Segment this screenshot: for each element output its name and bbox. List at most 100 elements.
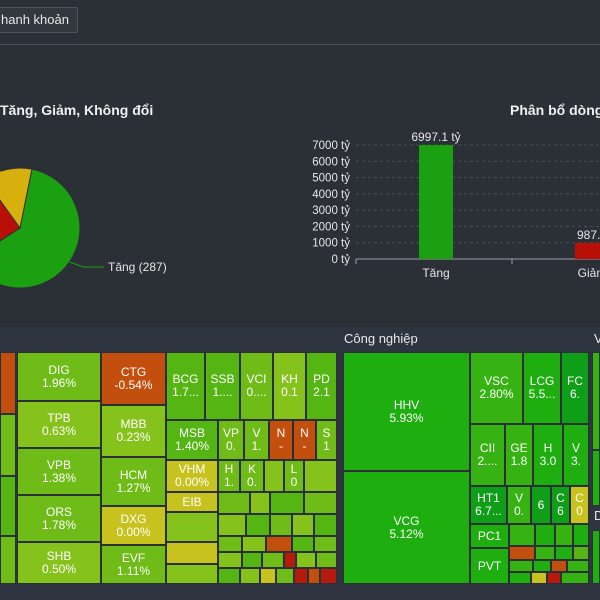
- stock-tile-shb[interactable]: SHB 0.50%: [17, 542, 101, 584]
- stock-tile-ind-small-5[interactable]: [509, 546, 535, 560]
- stock-tile-msb[interactable]: MSB 1.40%: [166, 420, 218, 460]
- stock-tile-dig[interactable]: DIG 1.96%: [17, 352, 101, 401]
- tile-edge-4[interactable]: [0, 536, 16, 584]
- stock-tile-small-16[interactable]: [292, 536, 314, 552]
- stock-tile-small-14[interactable]: [242, 536, 266, 552]
- stock-tile-small-11[interactable]: [292, 514, 314, 536]
- stock-tile-ind-small-11[interactable]: [551, 560, 567, 572]
- pie-slice-2[interactable]: [0, 167, 33, 230]
- stock-tile-small-4[interactable]: [218, 492, 250, 514]
- stock-tile-small-6[interactable]: [270, 492, 304, 514]
- pie-slice-0[interactable]: [0, 168, 81, 289]
- stock-tile-pad2[interactable]: [304, 460, 337, 492]
- stock-tile-small-1[interactable]: [166, 512, 218, 542]
- stock-tile-small-13[interactable]: [218, 536, 242, 552]
- stock-tile-hhv[interactable]: HHV 5.93%: [343, 352, 470, 471]
- tile-edge-2[interactable]: [0, 414, 16, 476]
- stock-tile-eib[interactable]: EIB: [166, 492, 218, 512]
- stock-tile-k[interactable]: K 0.: [240, 460, 264, 492]
- stock-tile-ors[interactable]: ORS 1.78%: [17, 495, 101, 542]
- stock-tile-ind-small-2[interactable]: [535, 524, 555, 546]
- stock-tile-small-9[interactable]: [246, 514, 270, 536]
- stock-tile-pad1[interactable]: [264, 460, 284, 492]
- stock-tile-ind-small-16[interactable]: [561, 572, 589, 584]
- stock-tile-small-3[interactable]: [166, 564, 218, 584]
- stock-tile-ctg[interactable]: CTG -0.54%: [101, 352, 166, 405]
- tile-edge-1[interactable]: [0, 352, 16, 414]
- stock-tile-ind-small-6[interactable]: [535, 546, 555, 560]
- stock-tile-bcg[interactable]: BCG 1.7...: [166, 352, 205, 420]
- stock-tile-pd[interactable]: PD 2.1: [306, 352, 337, 420]
- stock-tile-kh[interactable]: KH 0.1: [273, 352, 306, 420]
- stock-tile-small-17[interactable]: [314, 536, 337, 552]
- stock-tile-vci[interactable]: VCI 0....: [240, 352, 273, 420]
- tile-edge-3[interactable]: [0, 476, 16, 536]
- edge-tile-1[interactable]: [592, 352, 600, 450]
- stock-tile-mbb[interactable]: MBB 0.23%: [101, 405, 166, 457]
- stock-tile-small-24[interactable]: [218, 568, 240, 584]
- stock-tile-small-7[interactable]: [304, 492, 337, 514]
- stock-tile-h-ind[interactable]: H 3.0: [533, 424, 563, 486]
- bar-0[interactable]: [419, 145, 453, 259]
- liquidity-tab-button[interactable]: hanh khoản: [0, 7, 78, 33]
- stock-tile-ind-small-15[interactable]: [547, 572, 561, 584]
- stock-tile-vp[interactable]: VP 0.: [218, 420, 244, 460]
- stock-tile-cii[interactable]: CII 2....: [470, 424, 505, 486]
- stock-tile-vsc[interactable]: VSC 2.80%: [470, 352, 523, 424]
- stock-tile-vhm[interactable]: VHM 0.00%: [166, 460, 218, 492]
- stock-tile-tpb[interactable]: TPB 0.63%: [17, 401, 101, 448]
- stock-tile-small-10[interactable]: [270, 514, 292, 536]
- stock-tile-ind-small-10[interactable]: [533, 560, 551, 572]
- stock-tile-h[interactable]: H 1.: [218, 460, 240, 492]
- pie-slice-1[interactable]: [0, 179, 21, 260]
- stock-tile-small-30[interactable]: [320, 568, 337, 584]
- stock-tile-vpb[interactable]: VPB 1.38%: [17, 448, 101, 495]
- edge-tile-2[interactable]: [592, 450, 600, 506]
- stock-tile-ind-small-9[interactable]: [509, 560, 533, 572]
- edge-tile-3[interactable]: [592, 530, 600, 584]
- stock-tile-pvt[interactable]: PVT: [470, 548, 509, 584]
- stock-tile-evf[interactable]: EVF 1.11%: [101, 545, 166, 584]
- stock-tile-small-29[interactable]: [308, 568, 320, 584]
- stock-tile-fc[interactable]: FC 6.: [561, 352, 589, 424]
- stock-tile-ind-small-3[interactable]: [555, 524, 573, 546]
- stock-tile-vcg[interactable]: VCG 5.12%: [343, 471, 470, 584]
- stock-tile-v-ind[interactable]: V 3.: [563, 424, 589, 486]
- stock-tile-small-22[interactable]: [296, 552, 316, 568]
- stock-tile-ind-small-1[interactable]: [509, 524, 535, 546]
- stock-tile-small-5[interactable]: [250, 492, 270, 514]
- stock-tile-ind-small-7[interactable]: [555, 546, 573, 560]
- stock-tile-ind-small-4[interactable]: [573, 524, 589, 546]
- stock-tile-small-27[interactable]: [276, 568, 294, 584]
- stock-tile-small-23[interactable]: [316, 552, 337, 568]
- stock-tile-ind-small-13[interactable]: [509, 572, 531, 584]
- stock-tile-v[interactable]: V 1.: [244, 420, 269, 460]
- stock-tile-small-15[interactable]: [266, 536, 292, 552]
- stock-tile-n2[interactable]: N-: [293, 420, 316, 460]
- stock-tile-small-19[interactable]: [242, 552, 262, 568]
- stock-tile-ind-small-8[interactable]: [573, 546, 589, 560]
- stock-tile-lcg[interactable]: LCG 5.5...: [523, 352, 561, 424]
- bar-1[interactable]: [575, 242, 600, 259]
- stock-tile-ind-small-12[interactable]: [567, 560, 589, 572]
- stock-tile-hcm[interactable]: HCM 1.27%: [101, 457, 166, 506]
- stock-tile-ind-small-14[interactable]: [531, 572, 547, 584]
- stock-tile-small-28[interactable]: [294, 568, 308, 584]
- stock-tile-small-25[interactable]: [240, 568, 260, 584]
- stock-tile-small-12[interactable]: [314, 514, 337, 536]
- stock-tile-pc1[interactable]: PC1: [470, 524, 509, 548]
- stock-tile-dxg[interactable]: DXG 0.00%: [101, 506, 166, 545]
- stock-tile-small-26[interactable]: [260, 568, 276, 584]
- stock-tile-small-2[interactable]: [166, 542, 218, 564]
- stock-tile-6[interactable]: 6: [531, 486, 551, 524]
- stock-tile-ht1[interactable]: HT1 6.7...: [470, 486, 507, 524]
- stock-tile-n1[interactable]: N-: [269, 420, 293, 460]
- stock-tile-small-20[interactable]: [262, 552, 284, 568]
- stock-tile-small-21[interactable]: [284, 552, 296, 568]
- stock-tile-ge[interactable]: GE 1.8: [505, 424, 533, 486]
- stock-tile-v2-ind[interactable]: V 0.: [507, 486, 531, 524]
